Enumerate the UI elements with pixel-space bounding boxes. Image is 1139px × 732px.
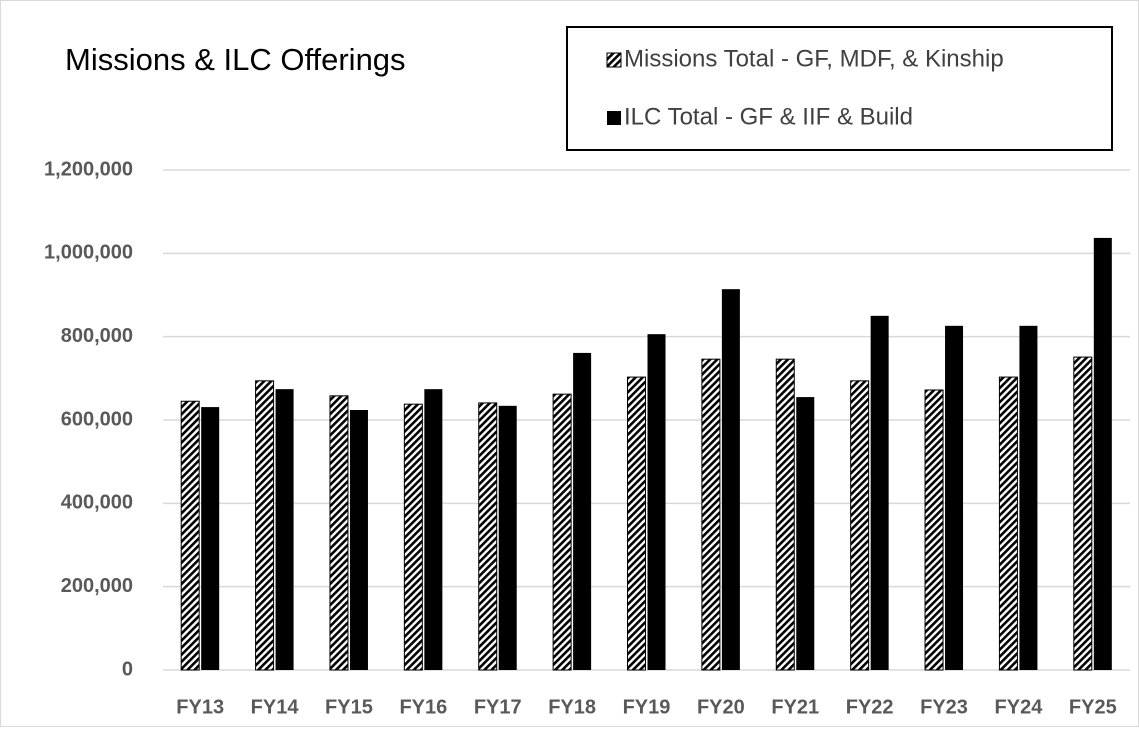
- bar: [850, 380, 870, 671]
- bar: [1073, 356, 1093, 671]
- bar: [552, 393, 572, 671]
- x-tick-label: FY14: [251, 696, 300, 718]
- bar: [329, 395, 349, 671]
- x-tick-label: FY15: [325, 696, 373, 718]
- x-tick-label: FY17: [474, 696, 522, 718]
- bar: [478, 402, 498, 671]
- y-tick-label: 0: [122, 658, 133, 680]
- bar: [945, 325, 964, 670]
- legend-box: [566, 26, 1113, 151]
- bar: [573, 352, 592, 670]
- x-tick-label: FY16: [399, 696, 447, 718]
- y-tick-label: 400,000: [61, 492, 133, 514]
- legend-label: Missions Total - GF, MDF, & Kinship: [624, 45, 1004, 72]
- x-tick-label: FY24: [995, 696, 1044, 718]
- bar: [924, 389, 944, 671]
- bar: [647, 334, 666, 670]
- x-tick-label: FY19: [623, 696, 671, 718]
- y-tick-label: 600,000: [61, 408, 133, 430]
- bar: [796, 397, 815, 670]
- bar: [1093, 237, 1112, 670]
- bar: [775, 358, 795, 671]
- x-tick-label: FY22: [846, 696, 894, 718]
- y-tick-label: 1,000,000: [44, 242, 133, 264]
- bar: [721, 289, 740, 670]
- legend-swatch: [606, 52, 622, 68]
- legend: Missions Total - GF, MDF, & Kinship ILC T…: [566, 26, 1113, 151]
- chart-title: Missions & ILC Offerings: [65, 42, 406, 77]
- x-tick-label: FY20: [697, 696, 745, 718]
- bar: [349, 410, 368, 670]
- y-tick-label: 800,000: [61, 325, 133, 347]
- y-tick-label: 1,200,000: [44, 158, 133, 180]
- bar: [255, 380, 275, 671]
- bar: [424, 389, 443, 670]
- bar: [998, 376, 1018, 671]
- bar: [701, 358, 721, 671]
- x-tick-label: FY18: [548, 696, 596, 718]
- legend-swatch: [607, 111, 621, 125]
- x-tick-label: FY25: [1069, 696, 1117, 718]
- y-tick-label: 200,000: [61, 575, 133, 597]
- bar: [275, 389, 294, 670]
- legend-label: ILC Total - GF & IIF & Build: [624, 103, 913, 130]
- x-tick-label: FY23: [920, 696, 968, 718]
- bar: [403, 403, 423, 671]
- bar: [1019, 325, 1038, 670]
- bar: [498, 405, 517, 670]
- bar: [201, 407, 220, 670]
- x-tick-label: FY13: [176, 696, 224, 718]
- bar: [627, 376, 646, 671]
- bar: [180, 400, 200, 671]
- bar: [870, 315, 889, 670]
- x-tick-label: FY21: [771, 696, 819, 718]
